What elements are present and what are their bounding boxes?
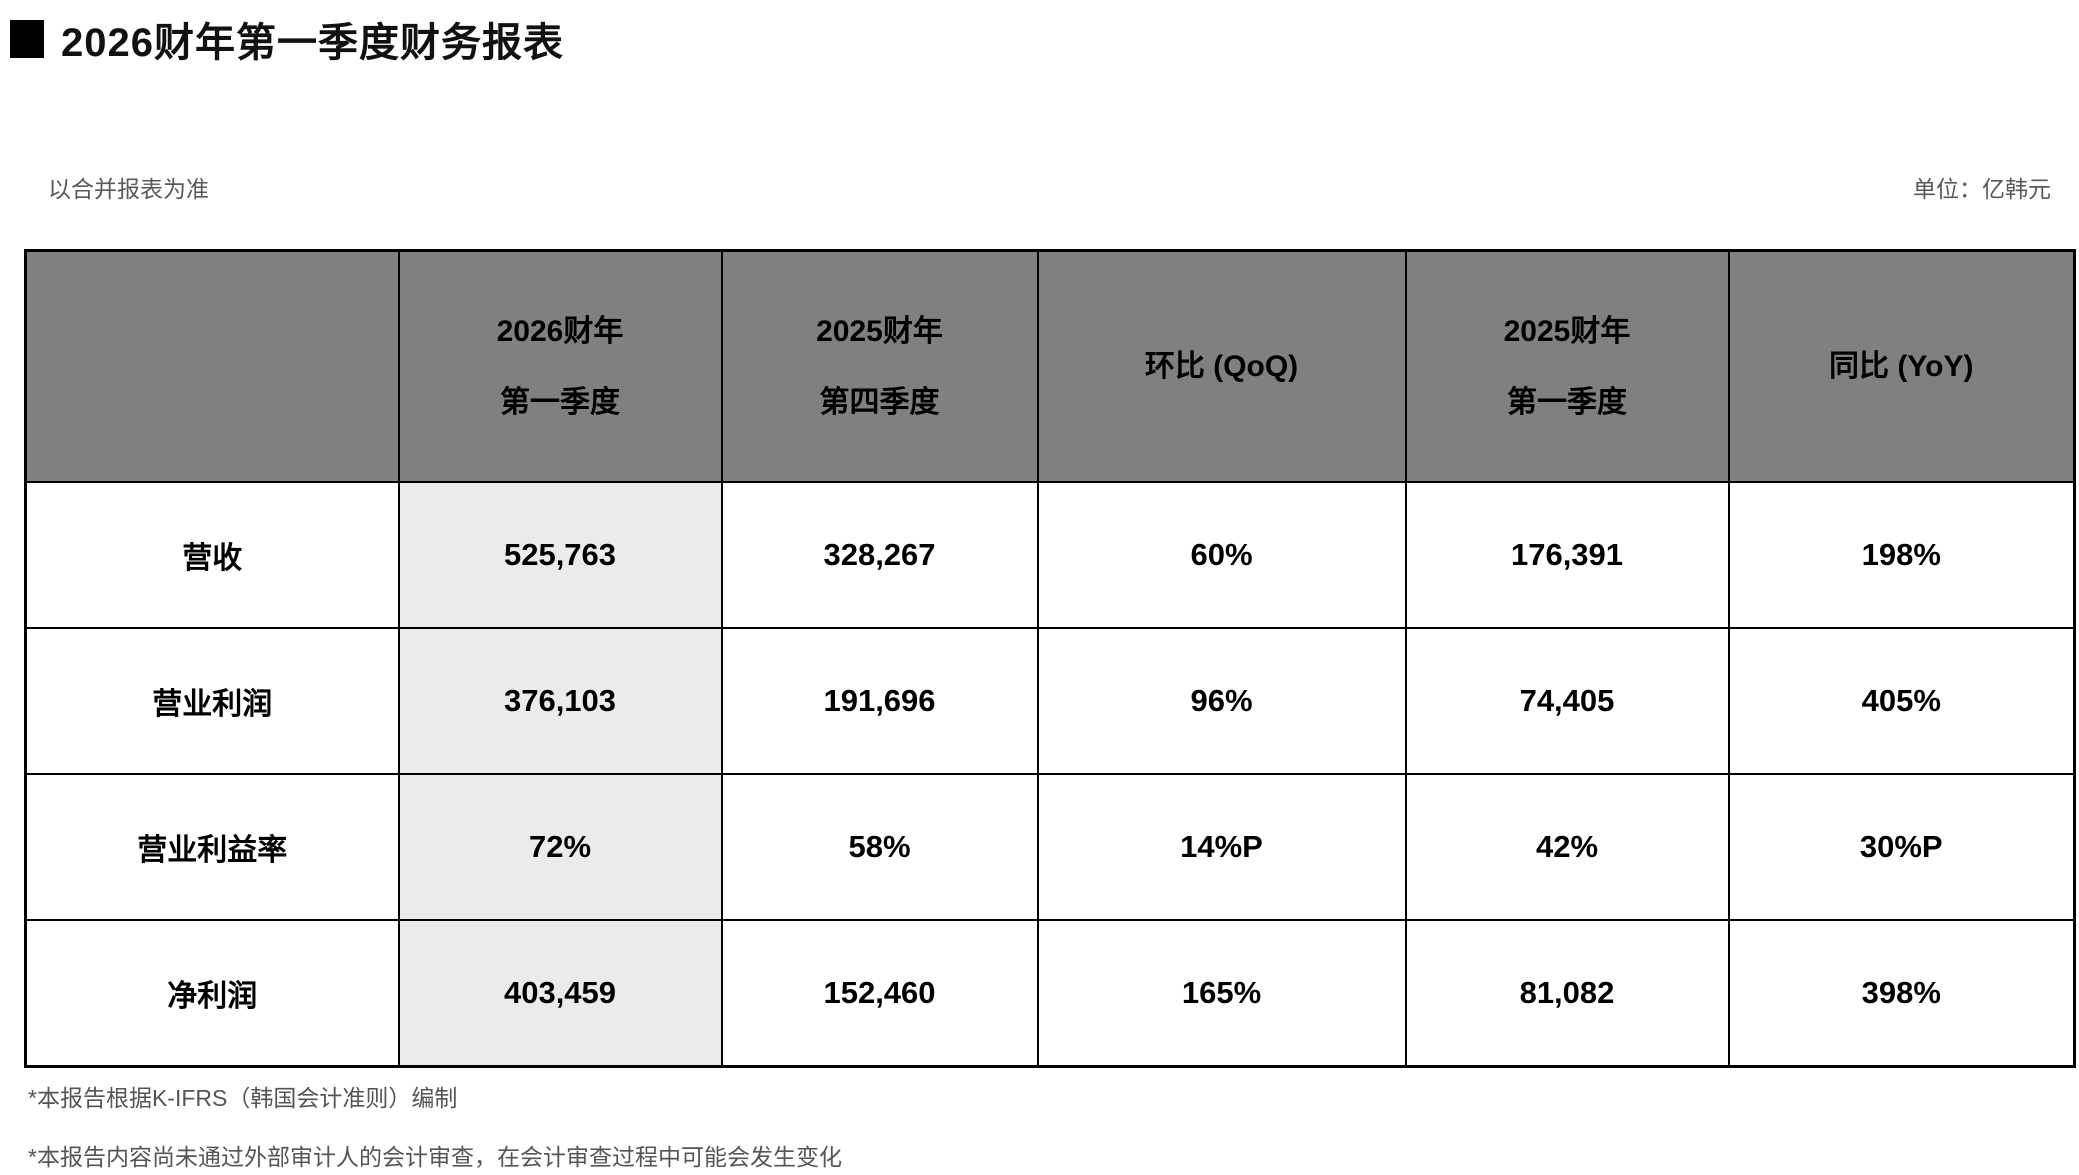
header-line: 2025财年 (1503, 314, 1631, 348)
header-row: 2026财年 第一季度 2025财年 第四季度 环比 (QoQ) 2025财年 … (24, 249, 2076, 483)
table-cell: 81,082 (1404, 919, 1730, 1067)
header-line: 第一季度 (1507, 385, 1627, 419)
table-cell: 176,391 (1404, 481, 1730, 629)
header-qoq: 环比 (QoQ) (1036, 249, 1407, 483)
row-label: 营业利益率 (24, 773, 400, 921)
header-blank-cell (24, 249, 400, 483)
table-cell: 30%P (1727, 773, 2076, 921)
footnote-kifrs: *本报告根据K-IFRS（韩国会计准则）编制 (28, 1084, 458, 1111)
table-cell: 42% (1404, 773, 1730, 921)
table-cell: 165% (1036, 919, 1407, 1067)
table-cell: 74,405 (1404, 627, 1730, 775)
row-revenue: 营收 525,763 328,267 60% 176,391 198% (24, 481, 2076, 629)
row-net-profit: 净利润 403,459 152,460 165% 81,082 398% (24, 919, 2076, 1067)
table-cell: 152,460 (720, 919, 1039, 1067)
table-meta-row: 以合并报表为准 单位：亿韩元 (48, 170, 2051, 204)
table-cell: 403,459 (397, 919, 723, 1067)
table-cell: 405% (1727, 627, 2076, 775)
header-line: 同比 (YoY) (1829, 350, 1974, 383)
header-yoy: 同比 (YoY) (1727, 249, 2076, 483)
title-bullet-icon (10, 20, 44, 58)
consolidated-basis-note: 以合并报表为准 (48, 176, 209, 202)
header-fy2025-q1: 2025财年 第一季度 (1404, 249, 1730, 483)
unit-label: 单位：亿韩元 (1913, 176, 2051, 202)
header-fy2025-q4: 2025财年 第四季度 (720, 249, 1039, 483)
table-cell: 60% (1036, 481, 1407, 629)
table-cell: 58% (720, 773, 1039, 921)
header-line: 环比 (QoQ) (1144, 350, 1299, 383)
row-label: 营收 (24, 481, 400, 629)
header-line: 2026财年 (496, 314, 624, 348)
header-line: 第一季度 (500, 385, 620, 419)
table-cell: 328,267 (720, 481, 1039, 629)
row-label: 净利润 (24, 919, 400, 1067)
table-cell: 525,763 (397, 481, 723, 629)
table-cell: 198% (1727, 481, 2076, 629)
table-cell: 96% (1036, 627, 1407, 775)
row-operating-profit: 营业利润 376,103 191,696 96% 74,405 405% (24, 627, 2076, 775)
table-cell: 14%P (1036, 773, 1407, 921)
footnotes: *本报告根据K-IFRS（韩国会计准则）编制 *本报告内容尚未通过外部审计人的会… (28, 1084, 2079, 1174)
table-cell: 191,696 (720, 627, 1039, 775)
page-title-text: 2026财年第一季度财务报表 (61, 21, 564, 65)
page-title: 2026财年第一季度财务报表 (10, 10, 2079, 68)
table-cell: 398% (1727, 919, 2076, 1067)
header-line: 第四季度 (819, 385, 940, 419)
table-cell: 376,103 (397, 627, 723, 775)
row-operating-margin: 营业利益率 72% 58% 14%P 42% 30%P (24, 773, 2076, 921)
footnote-unaudited: *本报告内容尚未通过外部审计人的会计审查，在会计审查过程中可能会发生变化 (28, 1144, 842, 1171)
table-cell: 72% (397, 773, 723, 921)
row-label: 营业利润 (24, 627, 400, 775)
header-line: 2025财年 (816, 314, 943, 348)
financial-results-table: 2026财年 第一季度 2025财年 第四季度 环比 (QoQ) 2025财年 … (24, 249, 2076, 1068)
header-fy2026-q1: 2026财年 第一季度 (397, 249, 723, 483)
